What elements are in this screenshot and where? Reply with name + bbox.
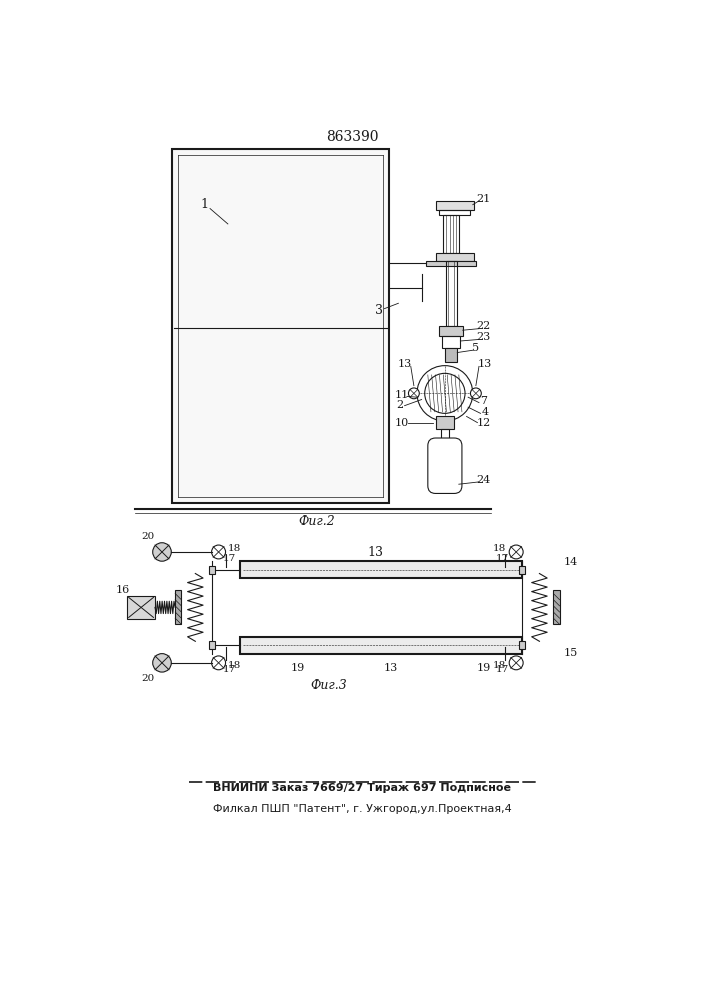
Circle shape: [509, 656, 523, 670]
Text: Фиг.3: Фиг.3: [310, 679, 347, 692]
FancyBboxPatch shape: [428, 438, 462, 493]
Bar: [443, 215, 459, 253]
Text: 14: 14: [563, 557, 578, 567]
Text: 13: 13: [478, 359, 492, 369]
Text: 18: 18: [493, 544, 506, 553]
Bar: [445, 261, 457, 326]
Text: 10: 10: [395, 418, 409, 428]
Circle shape: [409, 388, 419, 399]
Text: 17: 17: [223, 665, 236, 674]
Bar: [440, 210, 470, 215]
Bar: [519, 566, 525, 574]
Circle shape: [153, 654, 171, 672]
Bar: [554, 590, 559, 624]
Text: 13: 13: [367, 546, 383, 559]
Bar: [442, 336, 460, 348]
Text: 17: 17: [223, 554, 236, 563]
Bar: [436, 201, 474, 210]
Text: 4: 4: [481, 407, 489, 417]
Bar: [440, 326, 462, 336]
Bar: [441, 429, 449, 471]
Bar: [436, 253, 474, 261]
Bar: [209, 641, 216, 649]
Text: 17: 17: [496, 554, 509, 563]
Text: 22: 22: [477, 321, 491, 331]
Text: 19: 19: [291, 663, 305, 673]
Bar: [426, 261, 476, 266]
Text: 18: 18: [228, 544, 240, 553]
Text: 19: 19: [477, 663, 491, 673]
Bar: [240, 637, 522, 654]
Text: 18: 18: [228, 661, 240, 670]
Bar: [445, 348, 457, 362]
Bar: [175, 590, 182, 624]
Circle shape: [211, 656, 226, 670]
Text: 1: 1: [201, 198, 209, 211]
Circle shape: [470, 388, 481, 399]
Text: 13: 13: [397, 359, 411, 369]
Text: 2: 2: [397, 400, 404, 410]
Bar: [519, 641, 525, 649]
Bar: [209, 566, 216, 574]
Text: 15: 15: [563, 648, 578, 658]
Text: 18: 18: [493, 661, 506, 670]
Text: 11: 11: [395, 390, 409, 400]
Text: 20: 20: [141, 674, 155, 683]
Circle shape: [509, 545, 523, 559]
Bar: [172, 149, 389, 503]
Text: Филкал ПШП "Патент", г. Ужгород,ул.Проектная,4: Филкал ПШП "Патент", г. Ужгород,ул.Проек…: [213, 804, 511, 814]
Text: Фиг.2: Фиг.2: [298, 515, 335, 528]
Text: 17: 17: [496, 665, 509, 674]
Text: 5: 5: [472, 343, 479, 353]
Bar: [240, 561, 522, 578]
Circle shape: [211, 545, 226, 559]
Text: 16: 16: [116, 585, 130, 595]
Text: 20: 20: [141, 532, 155, 541]
Text: 21: 21: [477, 194, 491, 204]
Text: 863390: 863390: [326, 130, 378, 144]
Text: 12: 12: [477, 418, 491, 428]
Bar: [127, 596, 155, 619]
Text: 13: 13: [383, 663, 398, 673]
Bar: [436, 416, 454, 429]
Text: 3: 3: [375, 304, 383, 317]
Text: ВНИИПИ Заказ 7669/27 Тираж 697 Подписное: ВНИИПИ Заказ 7669/27 Тираж 697 Подписное: [213, 783, 511, 793]
Circle shape: [153, 543, 171, 561]
Text: 23: 23: [477, 332, 491, 342]
Text: 7: 7: [480, 396, 487, 406]
Text: 24: 24: [477, 475, 491, 485]
